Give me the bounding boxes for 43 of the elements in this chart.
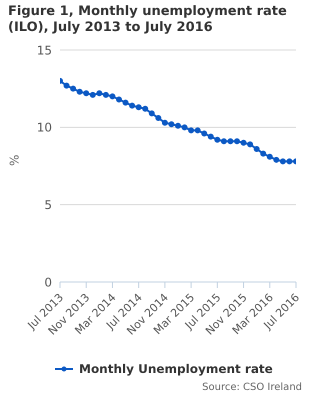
point (102, 92, 109, 98)
y-tick-label: 15 (36, 43, 52, 58)
point (148, 110, 155, 116)
legend-label: Monthly Unemployment rate (79, 362, 273, 376)
point (273, 156, 280, 163)
point (64, 82, 70, 89)
point (162, 120, 168, 126)
point (136, 104, 142, 110)
point (168, 121, 174, 128)
source-note: Source: CSO Ireland (202, 382, 302, 393)
point (182, 124, 188, 130)
chart-title: Figure 1, Monthly unemployment rate (ILO), July 2013 to July 2016 (8, 4, 288, 36)
point (76, 88, 83, 95)
point (142, 106, 148, 112)
point (286, 158, 292, 164)
point (254, 146, 260, 152)
y-tick-label: 0 (44, 275, 52, 290)
point (155, 115, 162, 122)
y-tick-label: 5 (44, 198, 52, 212)
point (70, 86, 76, 92)
point (194, 127, 201, 134)
point (175, 122, 181, 129)
point (109, 93, 116, 100)
point (260, 150, 266, 157)
point (227, 138, 234, 144)
point (90, 92, 96, 98)
point (116, 96, 122, 102)
point (220, 138, 227, 144)
point (188, 127, 194, 134)
point (247, 141, 254, 148)
y-axis-title: % (7, 154, 22, 166)
point (240, 140, 247, 146)
point (96, 90, 102, 96)
point (129, 102, 136, 109)
point (266, 154, 273, 160)
point (234, 138, 240, 144)
point (214, 136, 220, 143)
y-tick-label: 10 (36, 120, 52, 135)
point (201, 130, 208, 137)
point (83, 90, 90, 96)
point (280, 158, 286, 164)
point (122, 100, 129, 106)
point (208, 134, 214, 140)
